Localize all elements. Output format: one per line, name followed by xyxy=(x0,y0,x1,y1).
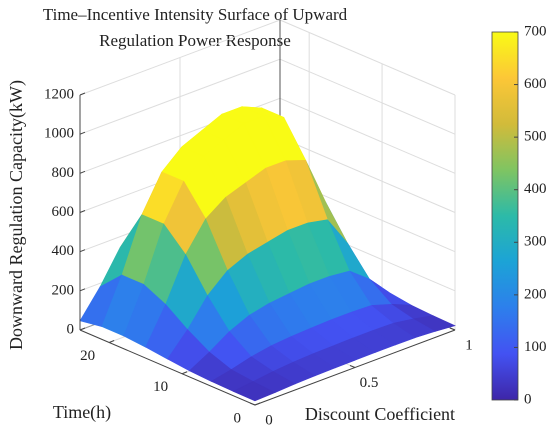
colorbar-tick-label: 0 xyxy=(524,391,532,407)
z-tick xyxy=(79,249,86,253)
grid-line xyxy=(279,19,456,96)
grid-line xyxy=(279,58,456,135)
colorbar-tick-label: 100 xyxy=(524,339,547,355)
z-tick-label: 0 xyxy=(67,321,75,337)
chart-title: Time–Incentive Intensity Surface of Upwa… xyxy=(43,5,348,24)
z-tick-label: 200 xyxy=(52,282,75,298)
colorbar-tick-label: 400 xyxy=(524,181,547,197)
z-tick xyxy=(79,327,86,331)
y-tick xyxy=(181,371,188,375)
surface-cell xyxy=(232,381,276,402)
z-axis-label: Downward Regulation Capacity(kW) xyxy=(6,80,27,350)
z-tick-label: 400 xyxy=(52,243,75,259)
x-axis-label: Discount Coefficient xyxy=(305,404,455,424)
y-tick-label: 10 xyxy=(153,379,168,395)
z-tick xyxy=(79,92,86,96)
z-tick-label: 600 xyxy=(52,204,75,220)
x-tick xyxy=(349,365,356,368)
chart-title: Regulation Power Response xyxy=(99,31,291,50)
z-tick xyxy=(79,288,86,292)
y-tick-label: 0 xyxy=(234,410,242,426)
colorbar-tick-label: 500 xyxy=(524,129,547,145)
x-tick xyxy=(449,327,456,331)
z-tick-label: 1200 xyxy=(44,86,74,102)
colorbar-tick-label: 300 xyxy=(524,234,547,250)
colorbar-tick-label: 600 xyxy=(524,76,547,92)
x-tick-label: 1 xyxy=(465,337,473,353)
colorbar-tick-label: 700 xyxy=(524,23,547,39)
y-tick-label: 20 xyxy=(80,348,95,364)
x-tick xyxy=(249,402,256,406)
z-tick xyxy=(79,131,86,135)
y-tick xyxy=(108,340,115,343)
colorbar-tick-label: 200 xyxy=(524,286,547,302)
z-tick xyxy=(79,170,86,174)
y-axis-label: Time(h) xyxy=(53,402,111,423)
z-tick-label: 1000 xyxy=(44,126,74,142)
y-tick xyxy=(254,402,261,406)
x-tick-label: 0 xyxy=(265,412,273,428)
z-tick xyxy=(79,210,86,213)
x-tick-label: 0.5 xyxy=(360,375,379,391)
z-tick-label: 800 xyxy=(52,165,75,181)
colorbar xyxy=(491,31,519,401)
